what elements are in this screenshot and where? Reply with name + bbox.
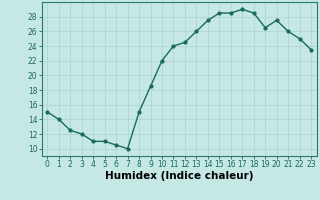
X-axis label: Humidex (Indice chaleur): Humidex (Indice chaleur): [105, 171, 253, 181]
